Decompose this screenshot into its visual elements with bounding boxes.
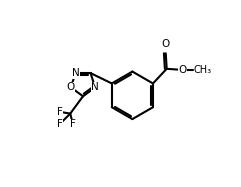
Text: O: O — [178, 65, 186, 75]
Text: O: O — [67, 82, 75, 92]
Text: N: N — [72, 68, 79, 78]
Text: F: F — [57, 119, 63, 129]
Text: F: F — [70, 119, 76, 129]
Text: CH₃: CH₃ — [194, 65, 212, 75]
Text: N: N — [91, 82, 99, 92]
Text: F: F — [57, 107, 63, 117]
Text: O: O — [162, 39, 170, 49]
